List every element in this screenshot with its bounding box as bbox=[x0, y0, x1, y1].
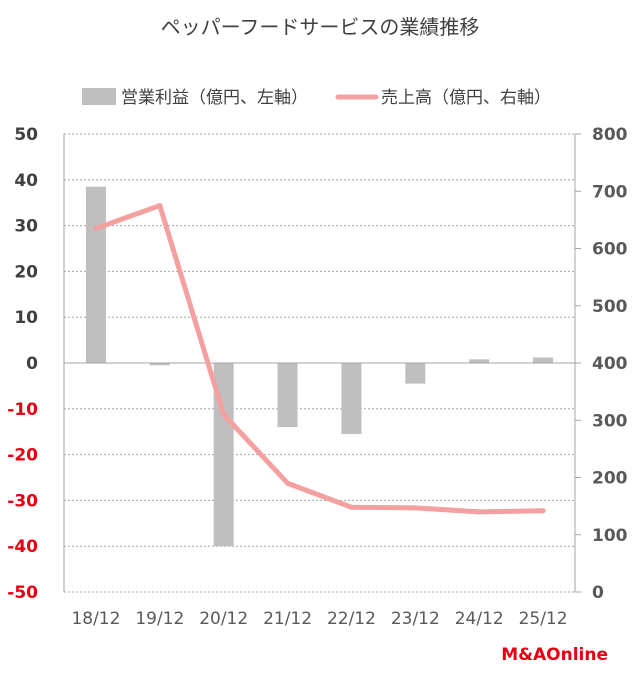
left-tick-label: 50 bbox=[14, 125, 38, 145]
bar-series-operating-profit bbox=[85, 186, 554, 547]
left-tick-label: -40 bbox=[7, 537, 38, 557]
left-tick-label: 0 bbox=[26, 354, 38, 374]
revenue-line bbox=[93, 203, 546, 515]
revenue-point-24-12 bbox=[476, 509, 482, 515]
left-axis-labels: 50 40 30 20 10 0 -10 -20 -30 -40 -50 bbox=[7, 125, 38, 603]
x-tick-label: 24/12 bbox=[455, 609, 504, 629]
right-tick-label: 400 bbox=[592, 354, 628, 374]
x-tick-label: 22/12 bbox=[327, 609, 376, 629]
bar-22-12 bbox=[341, 363, 362, 434]
bar-21-12 bbox=[277, 363, 298, 428]
legend: 営業利益（億円、左軸） 売上高（億円、右軸） bbox=[82, 88, 551, 108]
left-tick-label: 40 bbox=[14, 171, 38, 191]
x-tick-label: 23/12 bbox=[391, 609, 440, 629]
revenue-point-25-12 bbox=[540, 508, 546, 514]
line-series-revenue bbox=[93, 203, 546, 515]
right-tick-label: 600 bbox=[592, 240, 628, 260]
x-tick-label: 19/12 bbox=[135, 609, 184, 629]
left-tick-label: -50 bbox=[7, 583, 38, 603]
bar-24-12 bbox=[469, 359, 490, 363]
x-axis-labels: 18/12 19/12 20/12 21/12 22/12 23/12 24/12 25/12 bbox=[71, 609, 567, 629]
x-tick-label: 21/12 bbox=[263, 609, 312, 629]
left-tick-label: 10 bbox=[14, 308, 38, 328]
left-tick-label: -20 bbox=[7, 446, 38, 466]
left-tick-label: -10 bbox=[7, 400, 38, 420]
right-tick-label: 500 bbox=[592, 297, 628, 317]
x-tick-label: 20/12 bbox=[199, 609, 248, 629]
right-axis-tick-marks bbox=[575, 133, 581, 593]
right-axis-labels: 800 700 600 500 400 300 200 100 0 bbox=[592, 125, 628, 603]
x-tick-label: 18/12 bbox=[71, 609, 120, 629]
revenue-point-20-12 bbox=[221, 412, 227, 418]
bar-23-12 bbox=[405, 363, 426, 384]
legend-bar-label: 営業利益（億円、左軸） bbox=[121, 88, 308, 108]
right-tick-label: 300 bbox=[592, 411, 628, 431]
right-tick-label: 800 bbox=[592, 125, 628, 145]
bar-25-12 bbox=[533, 357, 554, 363]
left-tick-label: -30 bbox=[7, 491, 38, 511]
x-tick-label: 25/12 bbox=[519, 609, 568, 629]
bar-20-12 bbox=[213, 363, 234, 547]
bar-19-12 bbox=[149, 363, 170, 366]
revenue-point-18-12 bbox=[93, 225, 99, 231]
bar-18-12 bbox=[85, 186, 106, 363]
gridlines bbox=[64, 133, 575, 593]
legend-bar-swatch bbox=[82, 88, 116, 105]
left-tick-label: 30 bbox=[14, 217, 38, 237]
revenue-point-22-12 bbox=[348, 504, 354, 510]
legend-line-label: 売上高（億円、右軸） bbox=[381, 88, 551, 108]
revenue-point-19-12 bbox=[157, 203, 163, 209]
brand-logo: M&AOnline bbox=[501, 645, 608, 665]
left-tick-label: 20 bbox=[14, 262, 38, 282]
revenue-point-21-12 bbox=[285, 480, 291, 486]
right-tick-label: 200 bbox=[592, 469, 628, 489]
right-tick-label: 100 bbox=[592, 526, 628, 546]
revenue-point-23-12 bbox=[412, 505, 418, 511]
right-tick-label: 0 bbox=[592, 583, 604, 603]
right-tick-label: 700 bbox=[592, 182, 628, 202]
chart-title: ペッパーフードサービスの業績推移 bbox=[161, 15, 480, 39]
